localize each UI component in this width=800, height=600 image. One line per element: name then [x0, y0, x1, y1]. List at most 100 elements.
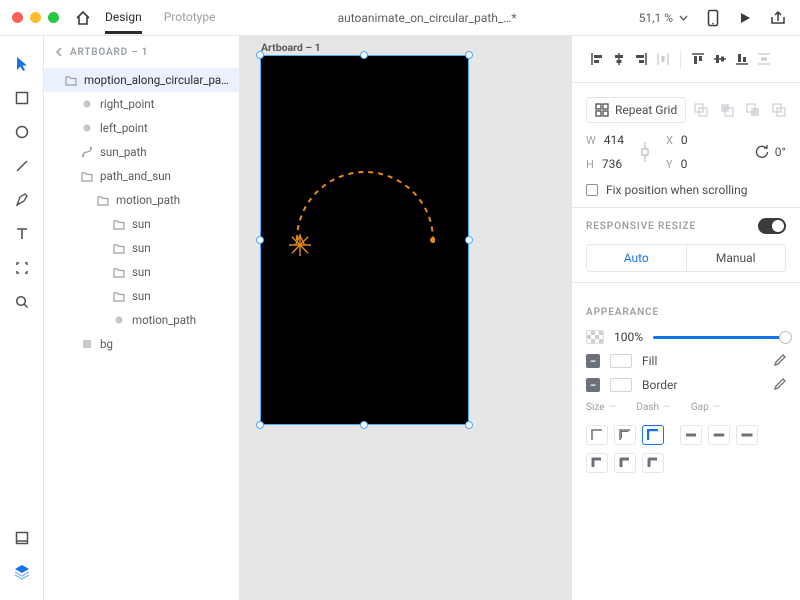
align-bottom-icon[interactable]: [731, 49, 753, 69]
close-window-button[interactable]: [12, 12, 23, 23]
folder-icon: [112, 289, 126, 303]
tool-pen[interactable]: [6, 184, 38, 216]
selection-handle[interactable]: [465, 51, 473, 59]
y-field[interactable]: Y0: [666, 157, 688, 171]
mode-tabs: Design Prototype: [105, 2, 215, 34]
lock-aspect-icon[interactable]: [640, 140, 650, 164]
eyedropper-icon[interactable]: [772, 354, 786, 368]
layer-row[interactable]: right_point: [44, 92, 239, 116]
tool-select[interactable]: [6, 48, 38, 80]
align-left-icon[interactable]: [586, 49, 608, 69]
border-swatch[interactable]: [610, 378, 632, 392]
cap-round-icon[interactable]: [708, 425, 730, 445]
layer-label: right_point: [100, 97, 154, 111]
stroke-outer-icon[interactable]: [642, 425, 664, 445]
layer-row[interactable]: sun: [44, 284, 239, 308]
join-bevel-icon[interactable]: [642, 453, 664, 473]
folder-icon: [64, 73, 78, 87]
selection-handle[interactable]: [256, 421, 264, 429]
stroke-inner-icon[interactable]: [586, 425, 608, 445]
join-miter-icon[interactable]: [586, 453, 608, 473]
tool-artboard[interactable]: [6, 252, 38, 284]
seg-auto[interactable]: Auto: [587, 245, 686, 271]
layer-label: path_and_sun: [100, 169, 171, 183]
minimize-window-button[interactable]: [30, 12, 41, 23]
layer-row[interactable]: moption_along_circular_pa…: [44, 68, 239, 92]
layers-breadcrumb[interactable]: ARTBOARD – 1: [44, 36, 239, 68]
tool-ellipse[interactable]: [6, 116, 38, 148]
rotation-field[interactable]: 0°: [755, 145, 786, 159]
dimensions-row: W414 H736 X0 Y0 0°: [586, 133, 786, 171]
cap-square-icon[interactable]: [736, 425, 758, 445]
zoom-value: 51,1 %: [639, 11, 673, 25]
fix-position-check[interactable]: Fix position when scrolling: [586, 183, 786, 197]
layer-row[interactable]: bg: [44, 332, 239, 356]
inspector: Repeat Grid W414 H736 X0 Y0 0°: [571, 36, 800, 600]
rect-icon: [80, 337, 94, 351]
circle-icon: [112, 313, 126, 327]
selection-handle[interactable]: [256, 236, 264, 244]
selection-handle[interactable]: [465, 236, 473, 244]
tool-zoom[interactable]: [6, 286, 38, 318]
tab-prototype[interactable]: Prototype: [164, 2, 216, 34]
tool-line[interactable]: [6, 150, 38, 182]
align-vcenter-icon[interactable]: [709, 49, 731, 69]
zoom-window-button[interactable]: [48, 12, 59, 23]
align-right-icon[interactable]: [630, 49, 652, 69]
width-field[interactable]: W414: [586, 133, 624, 147]
responsive-toggle[interactable]: [758, 218, 786, 234]
layer-row[interactable]: motion_path: [44, 308, 239, 332]
x-field[interactable]: X0: [666, 133, 688, 147]
top-right-actions: [706, 9, 786, 27]
layer-row[interactable]: sun: [44, 260, 239, 284]
distribute-h-icon[interactable]: [652, 49, 674, 69]
bool-subtract-icon[interactable]: [720, 103, 734, 117]
zoom-control[interactable]: 51,1 %: [639, 11, 688, 25]
selection-handle[interactable]: [256, 51, 264, 59]
repeat-grid-button[interactable]: Repeat Grid: [586, 97, 686, 123]
selection-handle[interactable]: [465, 421, 473, 429]
cap-butt-icon[interactable]: [680, 425, 702, 445]
artboard-label[interactable]: Artboard – 1: [261, 41, 321, 54]
layer-label: bg: [100, 337, 113, 351]
assets-panel-icon[interactable]: [6, 522, 38, 554]
circle-icon: [80, 97, 94, 111]
eyedropper-icon[interactable]: [772, 378, 786, 392]
align-top-icon[interactable]: [687, 49, 709, 69]
bool-intersect-icon[interactable]: [746, 103, 760, 117]
bool-exclude-icon[interactable]: [772, 103, 786, 117]
layer-row[interactable]: motion_path: [44, 188, 239, 212]
distribute-v-icon[interactable]: [753, 49, 775, 69]
opacity-checker-icon: [586, 330, 604, 344]
tool-rectangle[interactable]: [6, 82, 38, 114]
opacity-control[interactable]: 100%: [586, 330, 786, 344]
selection-handle[interactable]: [360, 51, 368, 59]
stroke-center-icon[interactable]: [614, 425, 636, 445]
path-icon: [80, 145, 94, 159]
folder-icon: [112, 217, 126, 231]
share-icon[interactable]: [770, 11, 786, 25]
play-icon[interactable]: [738, 11, 752, 25]
align-hcenter-icon[interactable]: [608, 49, 630, 69]
layer-row[interactable]: left_point: [44, 116, 239, 140]
join-round-icon[interactable]: [614, 453, 636, 473]
layer-row[interactable]: sun: [44, 212, 239, 236]
layer-label: motion_path: [132, 313, 196, 327]
height-field[interactable]: H736: [586, 157, 624, 171]
canvas[interactable]: Artboard – 1: [240, 36, 571, 600]
layer-row[interactable]: sun_path: [44, 140, 239, 164]
border-remove-button[interactable]: −: [586, 378, 600, 392]
bool-union-icon[interactable]: [694, 103, 708, 117]
device-preview-icon[interactable]: [706, 9, 720, 27]
selection-handle[interactable]: [360, 421, 368, 429]
tab-design[interactable]: Design: [105, 2, 142, 34]
layer-row[interactable]: path_and_sun: [44, 164, 239, 188]
fill-remove-button[interactable]: −: [586, 354, 600, 368]
layer-row[interactable]: sun: [44, 236, 239, 260]
fill-swatch[interactable]: [610, 354, 632, 368]
seg-manual[interactable]: Manual: [686, 245, 786, 271]
home-icon[interactable]: [71, 10, 95, 26]
layers-panel-icon[interactable]: [6, 556, 38, 588]
tool-text[interactable]: [6, 218, 38, 250]
opacity-slider[interactable]: [653, 336, 786, 339]
